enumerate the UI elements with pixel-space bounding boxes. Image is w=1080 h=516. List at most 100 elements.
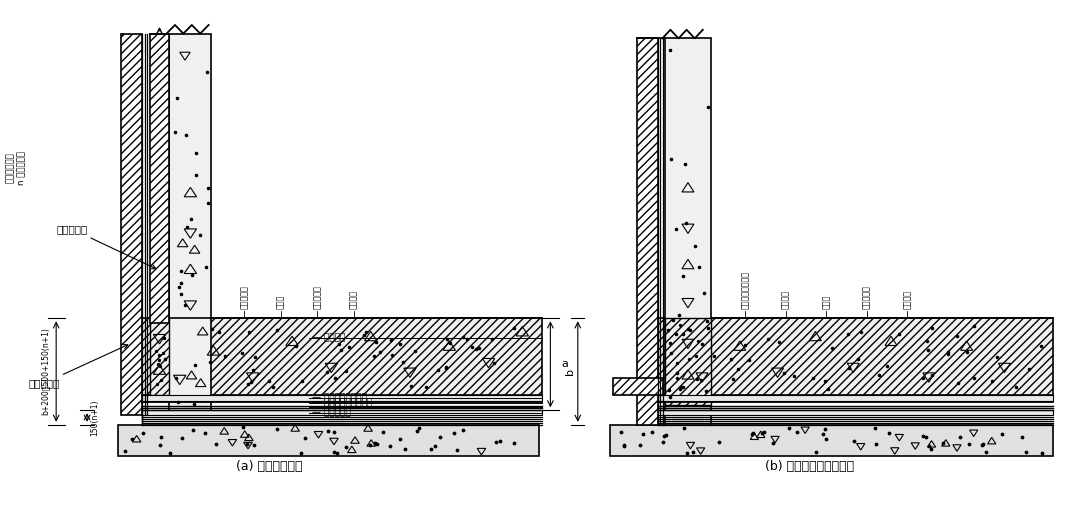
Point (185, 426, 202, 434)
Point (150, 357, 167, 365)
Point (675, 272, 692, 280)
Point (396, 445, 414, 454)
Point (204, 326, 221, 334)
Text: 永久保护墙: 永久保护墙 (28, 345, 127, 389)
Point (866, 424, 883, 432)
Point (711, 438, 728, 446)
Point (233, 349, 251, 357)
Point (234, 423, 252, 431)
Point (200, 199, 217, 207)
Bar (665, 318, 711, 405)
Point (173, 433, 190, 442)
Point (391, 340, 408, 348)
Point (1032, 342, 1050, 350)
Point (320, 426, 337, 434)
Bar (143, 410, 542, 415)
Bar (150, 34, 170, 323)
Point (293, 377, 310, 385)
Point (402, 382, 419, 390)
Point (814, 430, 832, 438)
Point (765, 439, 782, 447)
Point (366, 439, 383, 447)
Point (669, 369, 686, 378)
Point (191, 231, 208, 239)
Point (700, 324, 717, 332)
Point (693, 340, 711, 348)
Point (260, 377, 278, 385)
Point (671, 311, 688, 319)
Point (690, 263, 707, 271)
Point (330, 340, 348, 348)
Text: 防水卷材: 防水卷材 (781, 290, 791, 309)
Point (681, 326, 699, 334)
Text: (a) 基础底板施工: (a) 基础底板施工 (237, 460, 302, 473)
Point (688, 352, 705, 360)
Text: 混凝土帪层: 混凝土帪层 (313, 285, 322, 309)
Point (1014, 433, 1031, 441)
Text: 混凝土帪层: 混凝土帪层 (862, 285, 872, 309)
Point (438, 335, 456, 343)
Point (458, 335, 475, 343)
Point (167, 374, 185, 382)
Point (741, 356, 758, 364)
Point (706, 352, 724, 360)
Bar (150, 318, 170, 395)
Point (685, 448, 702, 456)
Point (134, 429, 151, 437)
Point (669, 374, 686, 382)
Point (505, 439, 523, 447)
Point (678, 449, 696, 458)
Point (246, 441, 264, 449)
Point (616, 441, 633, 449)
Bar (143, 318, 542, 395)
Point (337, 366, 354, 375)
Point (698, 387, 715, 395)
Text: n 为卷材层数: n 为卷材层数 (17, 151, 26, 185)
Point (148, 347, 165, 355)
Point (951, 433, 969, 441)
Point (168, 93, 186, 102)
Point (151, 362, 168, 370)
Point (689, 375, 706, 383)
Point (692, 376, 710, 384)
Point (484, 335, 501, 343)
Point (723, 354, 740, 363)
Point (661, 339, 678, 347)
Point (187, 171, 204, 180)
Text: 临时保护墙: 临时保护墙 (56, 224, 156, 269)
Point (631, 441, 648, 449)
Point (667, 329, 685, 337)
Point (660, 326, 677, 334)
Point (200, 184, 217, 192)
Point (246, 352, 264, 361)
Point (890, 330, 907, 338)
Point (337, 443, 354, 451)
Point (689, 337, 706, 345)
Point (437, 363, 455, 371)
Text: a: a (562, 359, 568, 369)
Point (328, 449, 346, 457)
Point (923, 370, 941, 379)
Point (245, 365, 262, 374)
Point (744, 430, 761, 438)
Point (365, 352, 382, 360)
Point (241, 328, 258, 336)
Point (152, 432, 170, 441)
Point (505, 324, 523, 332)
Point (725, 375, 742, 383)
Text: (b) 基础底板及墙体施工: (b) 基础底板及墙体施工 (766, 460, 854, 473)
Point (918, 337, 935, 345)
Point (123, 435, 140, 443)
Point (756, 428, 773, 436)
Point (840, 364, 858, 372)
Point (940, 350, 957, 359)
Point (239, 440, 256, 448)
Point (154, 349, 172, 357)
Bar (610, 425, 1053, 456)
Point (287, 342, 305, 350)
Point (171, 283, 188, 291)
Text: b: b (565, 368, 576, 375)
Point (437, 363, 455, 372)
Bar (658, 410, 1053, 415)
Text: 细石混凝土保护层: 细石混凝土保护层 (741, 271, 750, 309)
